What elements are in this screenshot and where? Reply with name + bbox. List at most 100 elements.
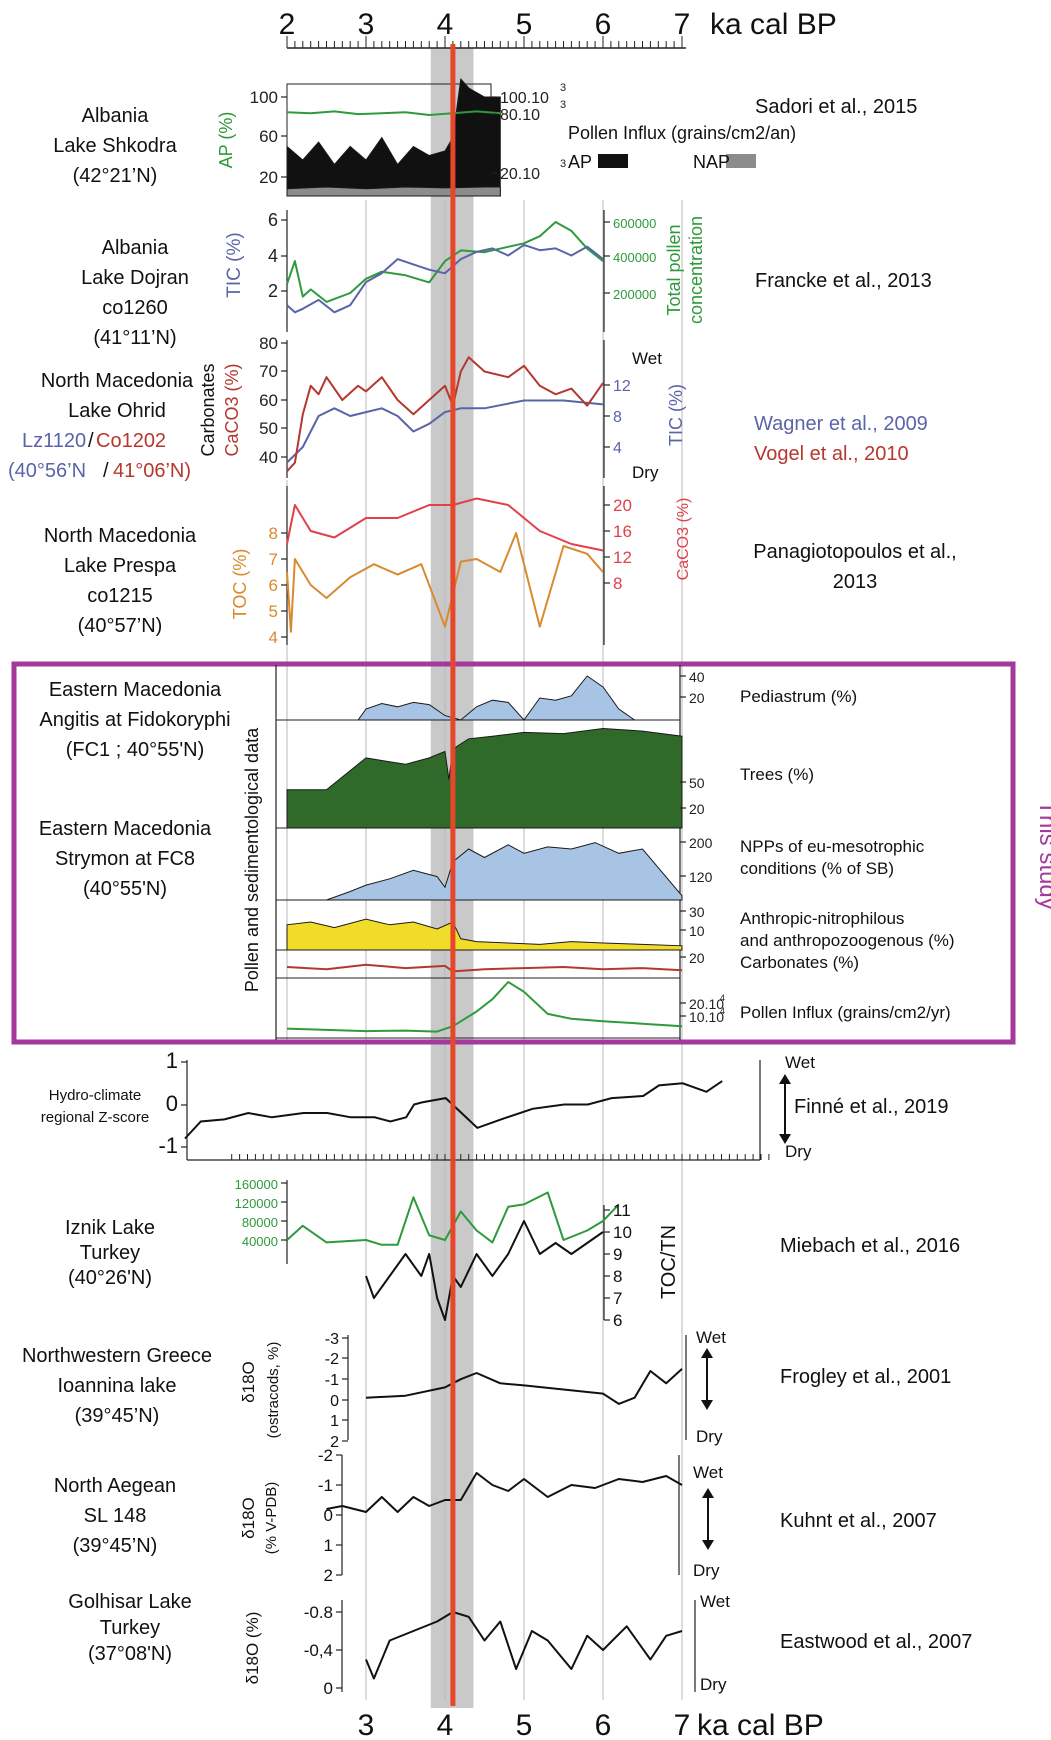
study-npp-label-0: NPPs of eu-mesotrophic <box>740 837 925 856</box>
shkodra-left-axis-label: AP (%) <box>216 112 236 169</box>
shkodra-left-tick-label: 60 <box>259 127 278 146</box>
shkodra-legend-ap: AP <box>568 152 592 172</box>
ohrid-caco3-line <box>286 356 604 472</box>
ohrid-right-tick-label: 8 <box>613 409 622 426</box>
golhisar-site-0: Golhisar Lake <box>68 1591 191 1613</box>
ioannina-left-tick-label: -2 <box>325 1351 339 1368</box>
prespa-reference-1: Panagiotopoulos et al., <box>753 541 957 563</box>
pediastrum-area <box>357 675 637 721</box>
shkodra-left-tick-label: 20 <box>259 168 278 187</box>
finne-arrow-down <box>779 1134 791 1144</box>
ohrid-right-tick-label: 4 <box>613 440 622 457</box>
dojran-tic-line <box>286 243 604 314</box>
ioannina-reference: Frogley et al., 2001 <box>780 1366 951 1388</box>
study-site2-0: Eastern Macedonia <box>39 818 212 840</box>
ioannina-left-tick-label: 2 <box>330 1434 339 1451</box>
ohrid-site-coord-a: (40°56’N <box>8 460 86 482</box>
ioannina-left-tick-label: 0 <box>330 1393 339 1410</box>
prespa-left-tick-label: 7 <box>269 550 278 569</box>
sl148-site-2: (39°45’N) <box>73 1535 158 1557</box>
golhisar-site-1: Turkey <box>100 1617 160 1639</box>
sl148-dry-label: Dry <box>693 1561 720 1580</box>
shkodra-ap-influx-area <box>286 77 501 197</box>
dojran-left-tick-label: 6 <box>268 210 278 230</box>
side-label: Pollen and sedimentological data <box>242 727 262 992</box>
sl148-left-axis-label2: (% V-PDB) <box>263 1482 280 1555</box>
dojran-right-tick-label: 200000 <box>613 287 656 302</box>
iznik-right-tick-label: 8 <box>613 1267 622 1286</box>
study-pediastrum-label-0: Pediastrum (%) <box>740 687 857 706</box>
ohrid-site-core-sep: / <box>88 430 94 452</box>
iznik-left-tick-label: 80000 <box>242 1215 278 1230</box>
iznik-right-tick-label: 11 <box>613 1201 631 1220</box>
sl148-left-tick-label: 2 <box>324 1566 333 1585</box>
iznik-left-tick-label: 40000 <box>242 1234 278 1249</box>
study-carbonates-label-0: Carbonates (%) <box>740 953 859 972</box>
finne-arrow-up <box>779 1074 791 1084</box>
study-pediastrum-tick-label: 20 <box>689 690 705 706</box>
iznik-pollen-line <box>286 1191 620 1246</box>
ohrid-site-0: North Macedonia <box>41 370 194 392</box>
study-anthropic-label-1: and anthropozoogenous (%) <box>740 931 955 950</box>
shkodra-right-tick-label: 20.10 <box>500 166 540 183</box>
sl148-wet-label: Wet <box>693 1463 723 1482</box>
dojran-site-1: Lake Dojran <box>81 267 189 289</box>
shkodra-exponent: 3 <box>560 158 566 170</box>
sl148-reference: Kuhnt et al., 2007 <box>780 1510 937 1532</box>
ohrid-left-tick-label: 70 <box>259 362 278 381</box>
prespa-left-tick-label: 8 <box>269 524 278 543</box>
dojran-left-tick-label: 4 <box>268 246 278 266</box>
study-trees-tick-label: 20 <box>689 801 705 817</box>
study-anthropic-tick-label: 30 <box>689 904 705 920</box>
dojran-right-axis-label-2: concentration <box>686 216 706 324</box>
prespa-right-tick-label: 12 <box>613 548 632 567</box>
shkodra-reference: Sadori et al., 2015 <box>755 96 917 118</box>
golhisar-wet-label: Wet <box>700 1592 730 1611</box>
ioannina-left-tick-label: -1 <box>325 1372 339 1389</box>
ioannina-dry-label: Dry <box>696 1427 723 1446</box>
prespa-left-tick-label: 5 <box>269 602 278 621</box>
sl148-site-1: SL 148 <box>84 1505 147 1527</box>
ohrid-left-axis-label2: Carbonates <box>198 363 218 456</box>
sl148-arrow-up <box>702 1488 714 1498</box>
top-axis-tick-label: 4 <box>437 8 454 41</box>
iznik-reference: Miebach et al., 2016 <box>780 1235 960 1257</box>
influx-line <box>286 981 683 1033</box>
sl148-arrow-down <box>702 1540 714 1550</box>
study-npp-tick-label: 200 <box>689 835 713 851</box>
shkodra-site-1: Lake Shkodra <box>53 135 177 157</box>
golhisar-left-axis-label: δ18O (%) <box>243 1612 262 1685</box>
dojran-left-tick-label: 2 <box>268 281 278 301</box>
finne-label-1: regional Z-score <box>41 1109 149 1126</box>
bottom-axis-tick-label: 7 <box>674 1709 691 1740</box>
iznik-right-tick-label: 7 <box>613 1289 622 1308</box>
top-axis-tick-label: 7 <box>674 8 691 41</box>
dojran-site-0: Albania <box>102 237 170 259</box>
shkodra-site-0: Albania <box>82 105 150 127</box>
prespa-reference-2: 2013 <box>833 571 878 593</box>
ohrid-left-tick-label: 40 <box>259 448 278 467</box>
this-study-box <box>11 661 1016 1045</box>
shkodra-legend-nap-swatch <box>726 154 756 168</box>
sl148-site-0: North Aegean <box>54 1475 176 1497</box>
trees-area <box>286 727 683 829</box>
top-axis-tick-label: 3 <box>358 8 375 41</box>
bottom-axis-tick-label: 6 <box>595 1709 612 1740</box>
sl148-left-tick-label: 1 <box>324 1536 333 1555</box>
study-trees-label-0: Trees (%) <box>740 765 814 784</box>
golhisar-left-tick-label: -0.8 <box>304 1603 333 1622</box>
bottom-axis-tick-label: 5 <box>516 1709 533 1740</box>
ohrid-site-core-b: Co1202 <box>96 430 166 452</box>
study-site1-0: Eastern Macedonia <box>49 679 222 701</box>
bottom-axis-unit: ka cal BP <box>697 1709 824 1740</box>
study-pediastrum-tick-label: 40 <box>689 669 705 685</box>
prespa-site-1: Lake Prespa <box>64 555 177 577</box>
finne-reference: Finné et al., 2019 <box>794 1096 949 1118</box>
bottom-axis-tick-label: 4 <box>437 1709 454 1740</box>
iznik-right-tick-label: 9 <box>613 1245 622 1264</box>
ioannina-wet-label: Wet <box>696 1328 726 1347</box>
golhisar-left-tick-label: 0 <box>324 1679 333 1698</box>
shkodra-exponent: 3 <box>560 82 566 94</box>
ioannina-d18o-line <box>365 1368 683 1405</box>
